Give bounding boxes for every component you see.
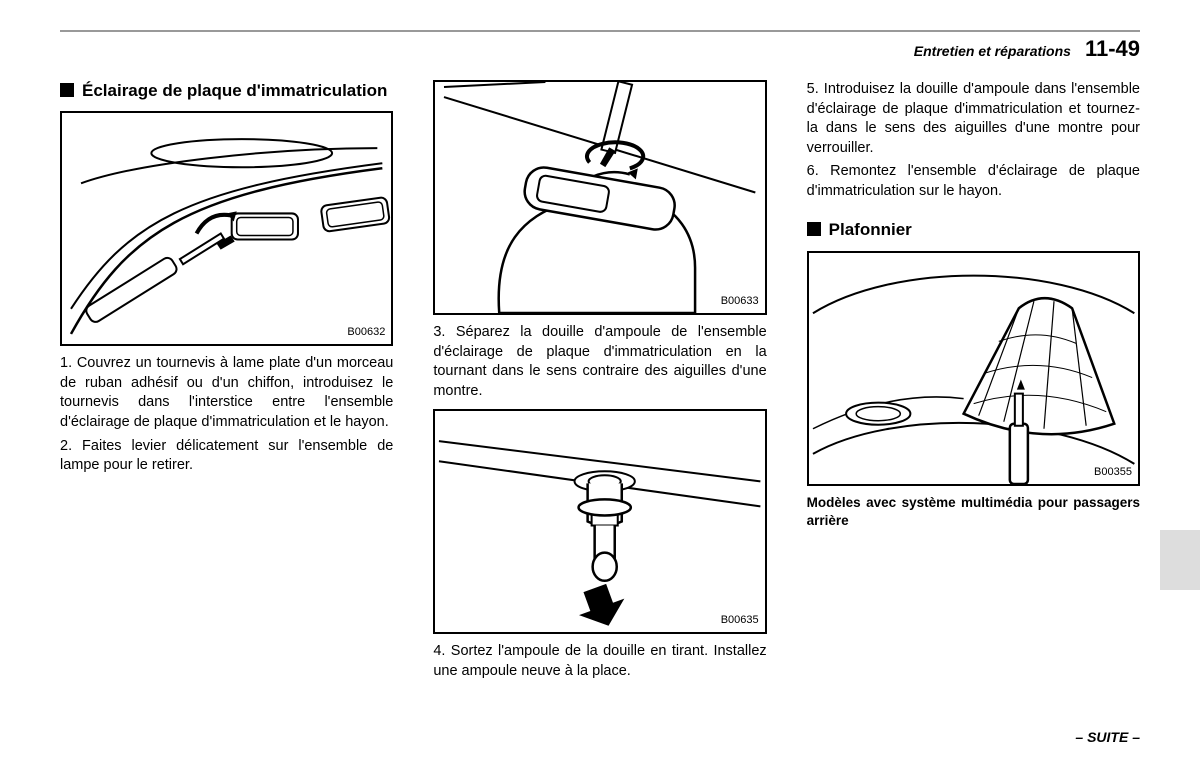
column-1: Éclairage de plaque d'immatriculation (60, 80, 393, 685)
figure-ref: B00635 (721, 613, 759, 628)
figure-caption: Modèles avec système multimédia pour pas… (807, 494, 1140, 530)
figure-B00635: B00635 (433, 409, 766, 634)
step-1: 1. Couvrez un tournevis à lame plate d'u… (60, 354, 393, 432)
chapter-title: Entretien et réparations (914, 43, 1071, 59)
step-2: 2. Faites levier délicatement sur l'ense… (60, 437, 393, 476)
square-bullet-icon (60, 83, 74, 97)
step-6: 6. Remontez l'ensemble d'éclairage de pl… (807, 162, 1140, 201)
step-5: 5. Introduisez la douille d'ampoule dans… (807, 80, 1140, 158)
page-number: 11-49 (1085, 36, 1140, 62)
column-2: B00633 3. Séparez la douille d'ampoule d… (433, 80, 766, 685)
figure-ref: B00632 (347, 325, 385, 340)
page-header: Entretien et réparations 11-49 (60, 36, 1140, 62)
section-heading-dome-light: Plafonnier (807, 219, 1140, 240)
continuation-footer: – SUITE – (1075, 729, 1140, 745)
step-4: 4. Sortez l'ampoule de la douille en tir… (433, 642, 766, 681)
step-3: 3. Séparez la douille d'ampoule de l'ens… (433, 323, 766, 401)
figure-B00355: B00355 (807, 251, 1140, 486)
column-3: 5. Introduisez la douille d'ampoule dans… (807, 80, 1140, 685)
figure-ref: B00355 (1094, 465, 1132, 480)
heading-text: Éclairage de plaque d'immatriculation (82, 80, 387, 101)
section-heading-license-plate-light: Éclairage de plaque d'immatriculation (60, 80, 393, 101)
heading-text: Plafonnier (829, 219, 912, 240)
figure-ref: B00633 (721, 294, 759, 309)
side-tab (1160, 530, 1200, 590)
figure-B00632: B00632 (60, 111, 393, 346)
square-bullet-icon (807, 222, 821, 236)
figure-B00633: B00633 (433, 80, 766, 315)
